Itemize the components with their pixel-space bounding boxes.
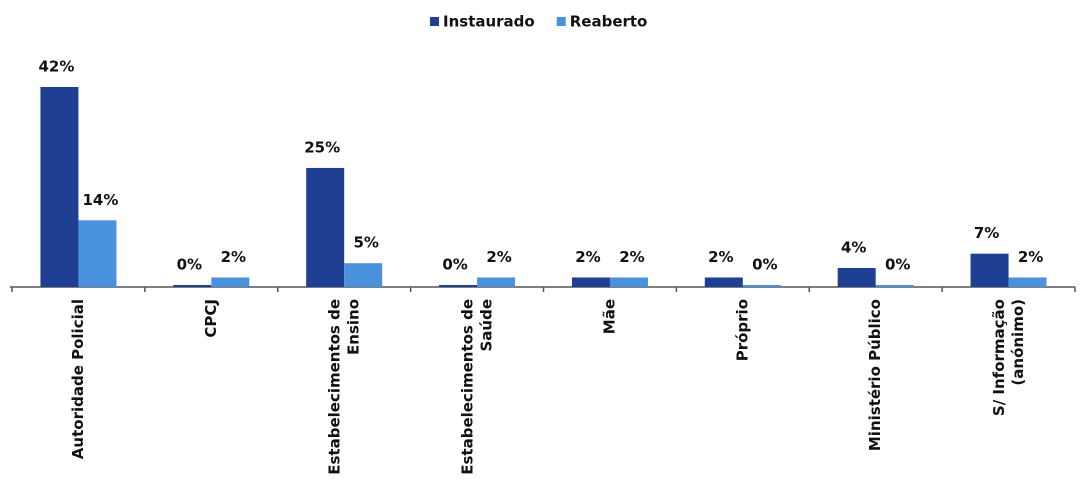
legend-label: Instaurado [443,13,535,31]
label-line: Estabelecimentos de [458,299,476,475]
bar [439,285,478,287]
data-label: 2% [619,248,644,266]
x-tick-label: Estabelecimentos deSaúde [458,299,495,475]
x-tick-label: Estabelecimentos deEnsino [325,299,362,475]
bar [1008,277,1047,287]
bar [837,267,876,287]
legend-swatch [556,17,566,26]
bar [306,167,345,287]
data-label: 0% [885,256,910,274]
bar [742,285,781,287]
bar [78,220,117,287]
data-label: 2% [486,248,511,266]
data-label: 42% [38,58,74,76]
data-label: 2% [575,248,600,266]
label-line: Saúde [477,299,495,352]
legend-swatch [430,17,439,26]
x-tick-label: Mãe [600,299,618,334]
data-label: 2% [1018,248,1043,266]
data-label: 5% [353,234,378,252]
data-label: 2% [708,248,733,266]
x-tick-label: CPCJ [202,299,220,338]
x-tick-label: Próprio [733,299,751,361]
bar [571,277,610,287]
bar [875,285,914,287]
data-label: 0% [752,256,777,274]
data-label: 0% [442,256,467,274]
x-tick-label: Autoridade Policial [69,299,87,459]
bar [970,253,1009,287]
label-line: S/ Informação [990,299,1008,416]
bar [477,277,516,287]
bar [40,87,79,287]
data-label: 14% [82,191,118,209]
bar [211,277,250,287]
data-label: 2% [221,248,246,266]
legend-label: Reaberto [570,13,648,31]
label-line: Ensino [344,299,362,355]
data-label: 25% [304,138,340,156]
bar [609,277,648,287]
x-tick-label: Ministério Público [866,299,884,451]
data-label: 4% [841,238,866,256]
label-line: Estabelecimentos de [325,299,343,475]
bar [704,277,743,287]
data-label: 0% [177,256,202,274]
x-tick-label: S/ Informação(anónimo) [990,299,1027,416]
bar [344,263,383,287]
bar [173,285,212,287]
label-line: (anónimo) [1009,299,1027,386]
data-label: 7% [974,224,999,242]
